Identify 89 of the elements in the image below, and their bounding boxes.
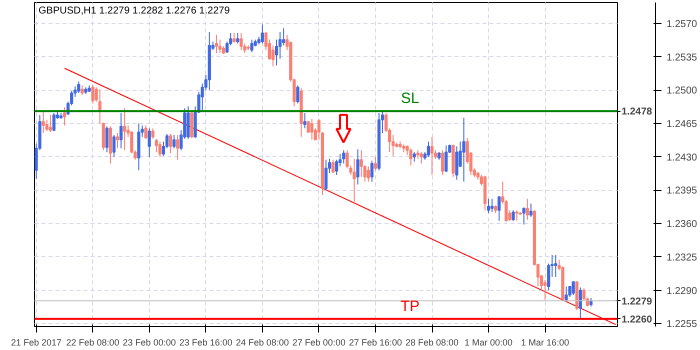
- candlestick: [441, 150, 444, 176]
- candlestick: [116, 132, 120, 149]
- candlestick: [578, 286, 582, 320]
- candlestick: [296, 84, 300, 104]
- candlestick: [260, 24, 264, 44]
- candlestick: [426, 141, 430, 158]
- y-tick-label: 1.2290: [666, 286, 698, 297]
- candlestick: [218, 39, 222, 54]
- candlestick: [80, 84, 84, 96]
- x-tick-label: 28 Feb 08:00: [405, 338, 459, 348]
- candlestick: [303, 112, 306, 129]
- candlestick: [544, 279, 547, 300]
- x-tick-label: 22 Feb 08:00: [66, 338, 120, 348]
- candlestick: [356, 148, 360, 186]
- candlestick: [232, 32, 236, 44]
- candlestick: [370, 160, 374, 182]
- candlestick: [515, 210, 518, 222]
- candlestick: [250, 39, 254, 53]
- candlestick: [214, 34, 218, 54]
- candlestick: [374, 156, 378, 171]
- candlestick: [123, 108, 126, 151]
- candlestick: [105, 126, 108, 153]
- annotation: TP: [400, 298, 420, 315]
- candlestick: [412, 152, 416, 162]
- y-tick-label: 1.2570: [666, 18, 698, 30]
- candlestick: [42, 112, 45, 134]
- candlestick: [352, 158, 356, 202]
- candlestick: [310, 118, 314, 140]
- candlestick: [409, 148, 412, 166]
- candlestick: [91, 84, 94, 104]
- candlestick: [154, 138, 158, 153]
- candlestick: [190, 112, 194, 138]
- x-tick-label: 23 Feb 00:00: [122, 338, 176, 348]
- candlestick: [148, 128, 151, 158]
- candlestick: [455, 146, 458, 180]
- chart-title: GBPUSD,H1 1.2279 1.2282 1.2276 1.2279: [38, 6, 230, 16]
- candlestick: [240, 32, 243, 51]
- x-tick-label: 1 Mar 16:00: [521, 338, 570, 348]
- candlestick: [342, 150, 346, 164]
- x-tick-label: 1 Mar 00:00: [464, 338, 513, 348]
- y-tick-label: 1.2360: [666, 219, 698, 230]
- candlestick: [172, 134, 176, 149]
- candlestick: [490, 198, 494, 213]
- candlestick: [176, 134, 180, 160]
- candlestick: [62, 106, 66, 126]
- candlestick: [486, 198, 490, 214]
- ref-line-label: 1.2279: [622, 296, 653, 308]
- candlestick: [236, 32, 240, 44]
- candlestick: [52, 112, 56, 132]
- candlestick: [112, 134, 116, 158]
- ref-line-label: 1.2478: [622, 106, 653, 118]
- y-tick-label: 1.2395: [666, 186, 698, 197]
- x-tick-label: 21 Feb 2017: [10, 338, 62, 348]
- ref-line-label: 1.2260: [622, 314, 653, 326]
- candlestick: [158, 141, 162, 158]
- candlestick: [462, 117, 466, 182]
- candlestick: [324, 159, 328, 191]
- candlestick: [332, 159, 335, 174]
- x-tick-label: 27 Feb 00:00: [292, 338, 346, 348]
- candlestick: [48, 114, 52, 133]
- candlestick: [77, 81, 80, 94]
- candlestick: [564, 286, 568, 302]
- y-tick-label: 1.2430: [666, 152, 698, 164]
- candlestick: [360, 150, 363, 178]
- candlestick: [366, 166, 370, 182]
- candlestick: [151, 128, 154, 140]
- candlestick: [430, 136, 434, 176]
- y-tick-label: 1.2500: [666, 86, 698, 97]
- candlestick: [498, 195, 501, 222]
- candlestick: [168, 134, 172, 154]
- candlestick: [120, 112, 123, 149]
- x-tick-label: 24 Feb 08:00: [236, 338, 289, 348]
- x-tick-label: 23 Feb 16:00: [179, 338, 232, 348]
- y-tick-label: 1.2465: [666, 119, 698, 130]
- x-tick-label: 27 Feb 16:00: [348, 338, 402, 348]
- candlestick: [522, 206, 526, 226]
- candlestick: [186, 106, 190, 140]
- candlestick: [554, 254, 558, 278]
- annotation: SL: [400, 90, 420, 108]
- candlestick: [144, 124, 148, 140]
- candlestick: [529, 203, 532, 218]
- y-tick-label: 1.2255: [666, 319, 698, 330]
- candlestick: [526, 198, 529, 220]
- y-tick-label: 1.2535: [666, 52, 698, 64]
- candlestick: [282, 28, 286, 46]
- candlestick: [572, 281, 575, 296]
- y-tick-label: 1.2325: [666, 252, 698, 264]
- candlestick: [420, 152, 423, 164]
- candlestick: [444, 144, 448, 173]
